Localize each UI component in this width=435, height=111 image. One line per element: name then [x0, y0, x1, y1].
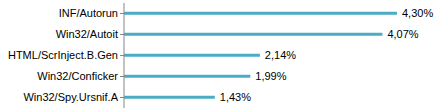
svg-text:1,43%: 1,43%	[220, 91, 251, 103]
svg-text:Win32/Conficker: Win32/Conficker	[37, 70, 118, 82]
svg-text:Win32/Spy.Ursnif.A: Win32/Spy.Ursnif.A	[23, 91, 118, 103]
svg-text:4,07%: 4,07%	[387, 28, 418, 40]
svg-text:4,30%: 4,30%	[402, 7, 433, 19]
svg-text:INF/Autorun: INF/Autorun	[59, 7, 118, 19]
svg-text:HTML/ScrInject.B.Gen: HTML/ScrInject.B.Gen	[8, 49, 118, 61]
svg-text:2,14%: 2,14%	[265, 49, 296, 61]
svg-text:1,99%: 1,99%	[255, 70, 286, 82]
svg-text:Win32/Autoit: Win32/Autoit	[56, 28, 118, 40]
